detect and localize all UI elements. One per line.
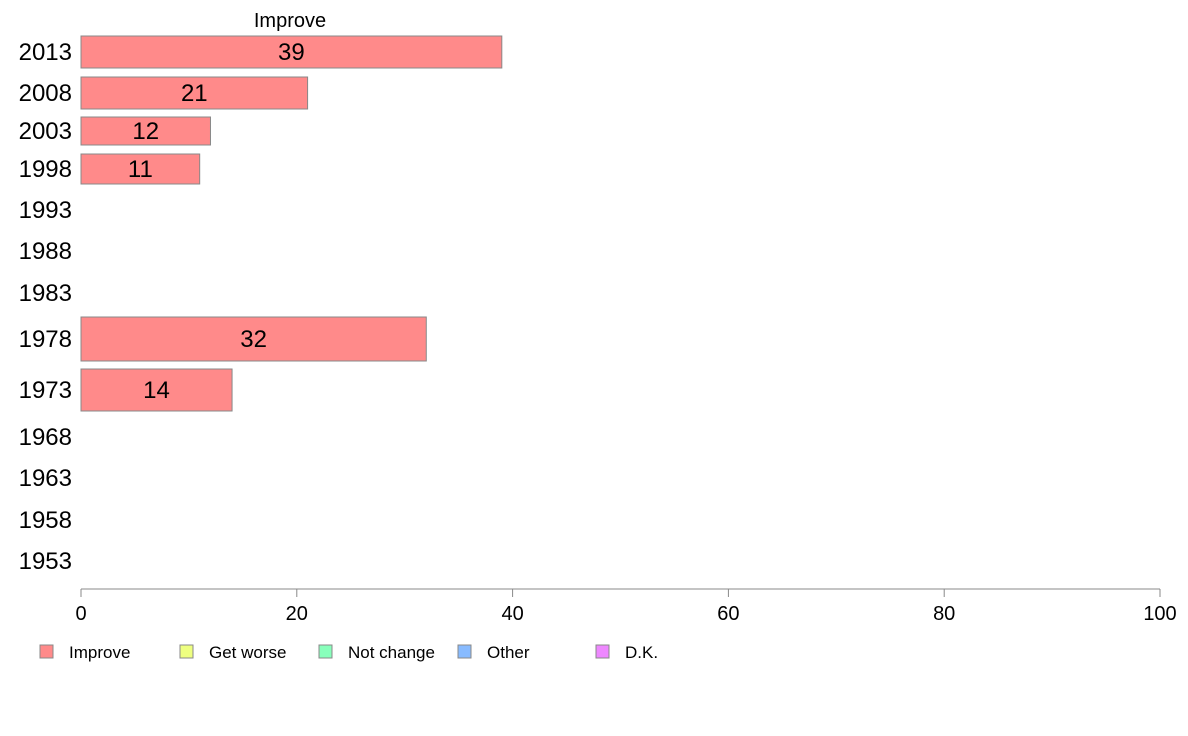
legend-swatch bbox=[179, 644, 194, 659]
y-tick-label: 1983 bbox=[19, 280, 72, 307]
y-tick-label: 1963 bbox=[19, 465, 72, 492]
legend-label: Not change bbox=[348, 643, 435, 662]
y-tick-label: 2003 bbox=[19, 118, 72, 145]
legend-item: Get worse bbox=[179, 643, 286, 662]
bar-value-label: 12 bbox=[132, 118, 159, 145]
y-tick-label: 1968 bbox=[19, 424, 72, 451]
x-tick-label: 80 bbox=[933, 603, 955, 625]
x-tick-label: 100 bbox=[1143, 603, 1176, 625]
y-tick-label: 1993 bbox=[19, 197, 72, 224]
bar-2008 bbox=[80, 76, 309, 110]
bar-value-label: 11 bbox=[128, 156, 153, 183]
bar-1998 bbox=[80, 153, 201, 185]
bar-value-label: 21 bbox=[181, 80, 208, 107]
x-tick-label: 20 bbox=[286, 603, 308, 625]
y-tick-label: 2013 bbox=[19, 39, 72, 66]
bar-1973 bbox=[80, 368, 233, 412]
legend-swatch bbox=[595, 644, 610, 659]
y-tick-label: 1988 bbox=[19, 238, 72, 265]
bar-value-label: 14 bbox=[143, 377, 170, 404]
bar-1978 bbox=[80, 316, 427, 362]
y-tick-label: 1953 bbox=[19, 548, 72, 575]
legend-label: Get worse bbox=[209, 643, 286, 662]
bar-value-label: 32 bbox=[240, 326, 267, 353]
legend-label: Improve bbox=[69, 643, 130, 662]
legend-swatch bbox=[39, 644, 54, 659]
bar-2003 bbox=[80, 116, 211, 146]
y-tick-label: 1958 bbox=[19, 507, 72, 534]
y-tick-label: 2008 bbox=[19, 80, 72, 107]
x-tick-label: 40 bbox=[501, 603, 523, 625]
y-tick-label: 1973 bbox=[19, 377, 72, 404]
y-tick-label: 1978 bbox=[19, 326, 72, 353]
legend-item: Other bbox=[457, 643, 530, 662]
legend-item: Improve bbox=[39, 643, 130, 662]
legend-swatch bbox=[318, 644, 333, 659]
chart-title: Improve bbox=[254, 10, 326, 32]
x-tick-label: 0 bbox=[75, 603, 86, 625]
legend-label: D.K. bbox=[625, 643, 658, 662]
legend-item: Not change bbox=[318, 643, 435, 662]
x-tick-label: 60 bbox=[717, 603, 739, 625]
bar-2013 bbox=[80, 35, 503, 69]
y-tick-label: 1998 bbox=[19, 156, 72, 183]
legend-item: D.K. bbox=[595, 643, 658, 662]
legend-label: Other bbox=[487, 643, 530, 662]
legend-swatch bbox=[457, 644, 472, 659]
bar-value-label: 39 bbox=[278, 39, 305, 66]
